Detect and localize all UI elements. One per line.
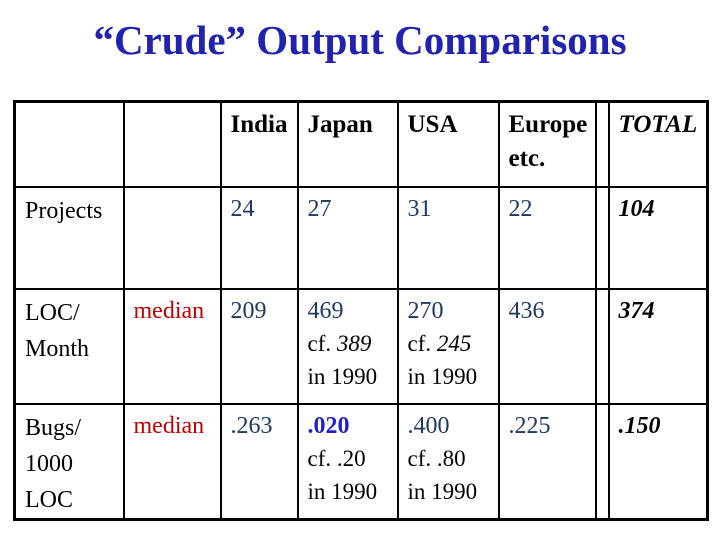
value-text: .400	[407, 412, 450, 439]
value-text: 24	[230, 195, 255, 222]
header-japan: Japan	[296, 100, 399, 188]
cell-value: .263	[231, 410, 289, 444]
cell-projects-median	[122, 185, 222, 290]
cell-loc-europe: 436	[497, 287, 597, 405]
cf-year: in 1990	[307, 363, 378, 389]
cell-value: 270	[408, 295, 490, 329]
header-spacer	[594, 100, 610, 188]
value-text: .263	[230, 412, 273, 439]
cf-note: cf. .20	[308, 443, 389, 476]
cf-value-italic: 389	[336, 331, 372, 357]
slide-title: “Crude” Output Comparisons	[93, 17, 627, 63]
cell-value: 24	[231, 193, 289, 227]
cell-value: .400	[408, 410, 490, 444]
value-text: .225	[508, 412, 551, 439]
cell-value: 27	[308, 193, 389, 227]
cell-loc-usa: 270 cf. 245 in 1990	[396, 287, 500, 405]
cell-bugs-median: median	[122, 402, 222, 520]
cf-year: in 1990	[407, 363, 478, 389]
cell-bugs-usa: .400 cf. .80 in 1990	[396, 402, 500, 520]
cell-projects-europe: 22	[497, 185, 597, 290]
table-header-row: India Japan USA Europe etc. TOTAL	[13, 100, 709, 188]
value-text: 436	[508, 297, 545, 324]
table-row-loc-month: LOC/ Month median 209 469 cf. 389 in 199…	[13, 287, 709, 405]
cell-bugs-japan: .020 cf. .20 in 1990	[296, 402, 399, 520]
value-text: 27	[307, 195, 332, 222]
cf-year: in 1990	[407, 478, 478, 504]
cf-label: cf.	[407, 331, 437, 357]
value-text-bold: .020	[307, 412, 350, 439]
header-usa: USA	[396, 100, 500, 188]
table-row-projects: Projects 24 27 31 22 104	[13, 185, 709, 290]
cell-value: 22	[509, 193, 587, 227]
cf-value: .20	[336, 446, 366, 472]
cell-value: .225	[509, 410, 587, 444]
cf-note: cf. 245	[408, 328, 490, 361]
cell-bugs-india: .263	[219, 402, 299, 520]
cell-loc-india: 209	[219, 287, 299, 405]
cf-value: .80	[436, 446, 466, 472]
cf-note: cf. .80	[408, 443, 490, 476]
cell-value: .020	[308, 410, 389, 444]
cf-value-italic: 245	[436, 331, 472, 357]
cf-label: cf.	[407, 446, 437, 472]
cell-projects-japan: 27	[296, 185, 399, 290]
row-label-bugs: Bugs/ 1000 LOC	[13, 402, 125, 520]
cell-projects-spacer	[594, 185, 610, 290]
header-total: TOTAL	[607, 100, 709, 188]
table-row-bugs: Bugs/ 1000 LOC median .263 .020 cf. .20 …	[13, 402, 709, 520]
value-text: 31	[407, 195, 432, 222]
cf-note: cf. 389	[308, 328, 389, 361]
header-corner-empty	[13, 100, 125, 188]
cell-value: 209	[231, 295, 289, 329]
cell-bugs-europe: .225	[497, 402, 597, 520]
cell-loc-japan: 469 cf. 389 in 1990	[296, 287, 399, 405]
row-label-loc-month: LOC/ Month	[13, 287, 125, 405]
cell-value: 31	[408, 193, 490, 227]
cell-loc-spacer	[594, 287, 610, 405]
cell-projects-india: 24	[219, 185, 299, 290]
cell-bugs-spacer	[594, 402, 610, 520]
cell-value: 436	[509, 295, 587, 329]
cf-label: cf.	[307, 446, 337, 472]
cell-projects-total: 104	[607, 185, 709, 290]
cf-year: in 1990	[307, 478, 378, 504]
comparison-table: India Japan USA Europe etc. TOTAL Projec…	[13, 100, 709, 521]
cf-label: cf.	[307, 331, 337, 357]
row-label-projects: Projects	[13, 185, 125, 290]
header-sub-empty	[122, 100, 222, 188]
cell-loc-total: 374	[607, 287, 709, 405]
header-europe: Europe etc.	[497, 100, 597, 188]
value-text: 469	[307, 297, 344, 324]
header-india: India	[219, 100, 299, 188]
value-text: 209	[230, 297, 267, 324]
cell-loc-median: median	[122, 287, 222, 405]
cell-bugs-total: .150	[607, 402, 709, 520]
value-text: 22	[508, 195, 533, 222]
value-text: 270	[407, 297, 444, 324]
cell-value: 469	[308, 295, 389, 329]
cell-projects-usa: 31	[396, 185, 500, 290]
